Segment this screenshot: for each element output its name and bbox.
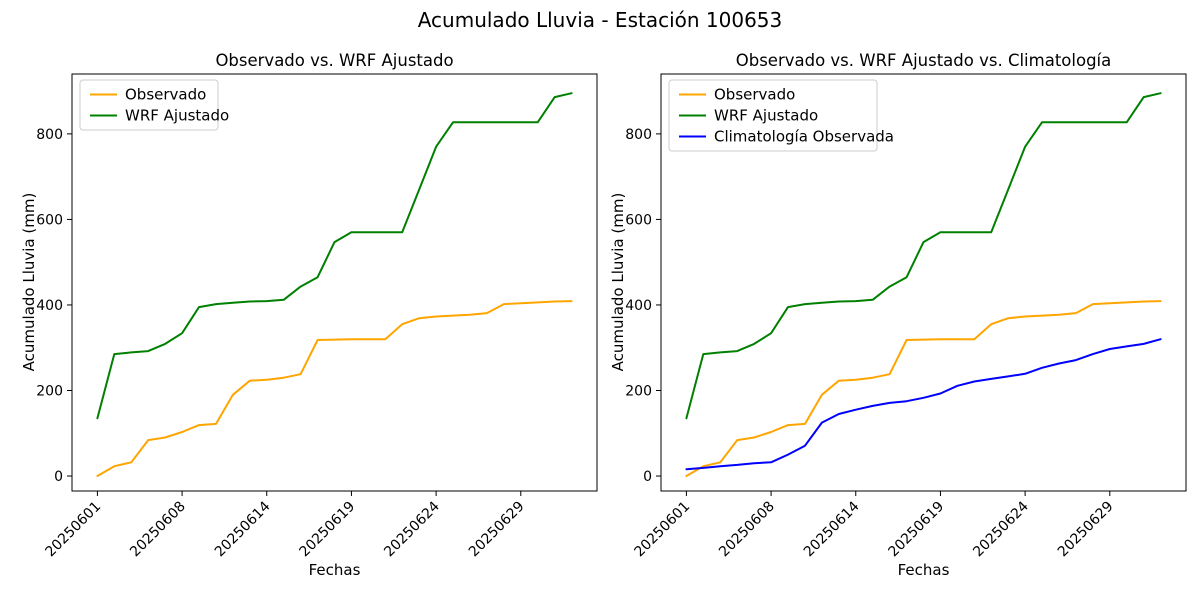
right-line-observado — [685, 300, 1162, 477]
right-legend-label-observado: Observado — [714, 86, 795, 104]
left-x-tick-label: 20250624 — [381, 498, 443, 560]
right-y-tick-label: 600 — [625, 212, 652, 228]
right-line-wrf-ajustado — [685, 92, 1162, 420]
right-legend-box — [668, 79, 878, 152]
left-x-axis-label: Fechas — [308, 561, 361, 579]
right-x-tick-label: 20250614 — [801, 498, 863, 560]
left-subplot-title: Observado vs. WRF Ajustado — [215, 51, 454, 70]
right-subplot-title: Observado vs. WRF Ajustado vs. Climatolo… — [735, 51, 1112, 70]
left-y-tick-label: 600 — [36, 212, 63, 228]
left-axes-frame — [71, 73, 598, 492]
left-legend-box — [79, 79, 219, 131]
left-y-tick-label: 400 — [36, 298, 63, 314]
right-y-tick-label: 0 — [643, 469, 652, 485]
left-x-tick-label: 20250619 — [297, 499, 359, 561]
left-line-wrf-ajustado — [96, 92, 573, 420]
left-y-tick-label: 800 — [36, 127, 63, 143]
right-y-tick-label: 200 — [625, 383, 652, 399]
left-legend-label-observado: Observado — [125, 86, 206, 104]
figure-suptitle: Acumulado Lluvia - Estación 100653 — [417, 8, 783, 32]
right-x-tick-label: 20250624 — [970, 498, 1032, 560]
left-x-tick-label: 20250629 — [466, 499, 528, 561]
right-legend-label-climatolog-a-observada: Climatología Observada — [714, 128, 894, 146]
right-y-tick-label: 800 — [625, 127, 652, 143]
left-y-axis-label: Acumulado Lluvia (mm) — [20, 192, 38, 372]
left-x-tick-label: 20250608 — [127, 499, 189, 561]
right-x-axis-label: Fechas — [897, 561, 950, 579]
left-y-tick-label: 0 — [54, 469, 63, 485]
left-x-tick-label: 20250601 — [43, 499, 105, 561]
right-legend-label-wrf-ajustado: WRF Ajustado — [714, 107, 818, 125]
right-y-tick-label: 400 — [625, 298, 652, 314]
left-legend-label-wrf-ajustado: WRF Ajustado — [125, 107, 229, 125]
left-line-observado — [96, 300, 573, 477]
right-line-climatolog-a-observada — [685, 338, 1162, 471]
left-y-tick-label: 200 — [36, 383, 63, 399]
right-axes-frame — [660, 73, 1187, 492]
right-x-tick-label: 20250601 — [632, 499, 694, 561]
right-y-axis-label: Acumulado Lluvia (mm) — [609, 192, 627, 372]
right-x-tick-label: 20250608 — [716, 499, 778, 561]
right-x-tick-label: 20250619 — [886, 499, 948, 561]
left-x-tick-label: 20250614 — [212, 498, 274, 560]
right-x-tick-label: 20250629 — [1055, 499, 1117, 561]
